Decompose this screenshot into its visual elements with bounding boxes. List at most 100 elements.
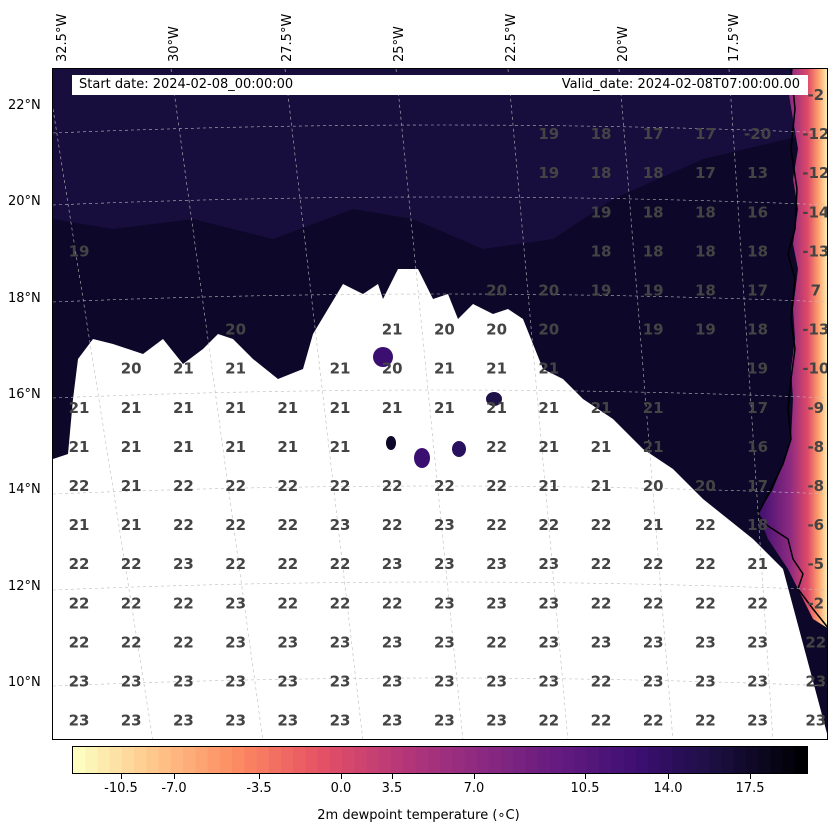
colorbar-segment — [623, 747, 637, 773]
grid-value: 22 — [486, 477, 507, 495]
grid-value: 22 — [69, 633, 90, 651]
grid-value: 13 — [747, 164, 768, 182]
grid-value: 22 — [591, 673, 612, 691]
colorbar-segment — [317, 747, 331, 773]
longitude-label: 25°W — [392, 26, 407, 62]
grid-value: 23 — [225, 594, 246, 612]
cloud-feature — [373, 347, 393, 367]
grid-value: 19 — [538, 125, 559, 143]
grid-value: 20 — [486, 282, 507, 300]
grid-value: 23 — [225, 673, 246, 691]
colorbar-tickmark — [750, 774, 751, 779]
colorbar-segment — [440, 747, 453, 773]
grid-value: 20 — [382, 360, 403, 378]
grid-value: 21 — [538, 438, 559, 456]
colorbar-segment — [378, 747, 392, 773]
longitude-label: 22.5°W — [504, 13, 519, 62]
colorbar-segment — [635, 747, 649, 773]
grid-value: 22 — [121, 633, 142, 651]
grid-value: 23 — [434, 555, 455, 573]
colorbar-tick-label: 7.0 — [463, 781, 485, 796]
colorbar-segment — [280, 747, 294, 773]
cloud-feature — [486, 392, 502, 406]
grid-value: 23 — [277, 712, 298, 730]
colorbar-segment — [770, 747, 784, 773]
grid-value: 22 — [277, 477, 298, 495]
cloud-feature — [209, 323, 221, 335]
graticule — [53, 69, 827, 739]
grid-value: 23 — [173, 712, 194, 730]
grid-value: 21 — [225, 399, 246, 417]
grid-value: -14 — [802, 203, 828, 221]
grid-value: 20 — [121, 360, 142, 378]
cloud-feature — [386, 436, 396, 450]
grid-value: 21 — [538, 360, 559, 378]
grid-value: 23 — [225, 712, 246, 730]
grid-value: 22 — [225, 477, 246, 495]
colorbar-segment — [232, 747, 245, 773]
latitude-label: 18°N — [8, 291, 41, 306]
grid-value: 23 — [643, 633, 664, 651]
grid-value: 17 — [695, 125, 716, 143]
colorbar-segment — [525, 747, 539, 773]
grid-value: 22 — [486, 516, 507, 534]
grid-value: 23 — [695, 633, 716, 651]
grid-value: 21 — [173, 399, 194, 417]
grid-value: -5 — [807, 555, 824, 573]
colorbar-segment — [391, 747, 404, 773]
grid-value: 23 — [382, 673, 403, 691]
colorbar-segment — [170, 747, 184, 773]
colorbar-segment — [73, 747, 86, 773]
grid-value: 22 — [747, 594, 768, 612]
grid-value: 19 — [643, 282, 664, 300]
grid-value: 21 — [330, 438, 351, 456]
grid-value: 21 — [643, 516, 664, 534]
grid-value: 21 — [591, 399, 612, 417]
colorbar-segment — [183, 747, 196, 773]
grid-value: 19 — [747, 360, 768, 378]
grid-value: 21 — [121, 438, 142, 456]
grid-value: 18 — [591, 164, 612, 182]
latitude-label: 12°N — [8, 579, 41, 594]
grid-value: 23 — [330, 673, 351, 691]
grid-value: -2 — [807, 594, 824, 612]
grid-value: 21 — [747, 555, 768, 573]
grid-value: 22 — [330, 555, 351, 573]
grid-value: 22 — [486, 438, 507, 456]
grid-value: 18 — [747, 516, 768, 534]
grid-value: 23 — [121, 712, 142, 730]
colorbar-segment — [464, 747, 478, 773]
colorbar-segment — [293, 747, 307, 773]
colorbar-segment — [550, 747, 563, 773]
grid-value: 23 — [486, 555, 507, 573]
colorbar-segment — [684, 747, 698, 773]
colorbar-tick-label: 3.5 — [381, 781, 403, 796]
colorbar-tickmark — [259, 774, 260, 779]
grid-value: 17 — [747, 477, 768, 495]
grid-value: 23 — [538, 633, 559, 651]
grid-value: 22 — [538, 712, 559, 730]
longitude-label: 17.5°W — [727, 13, 742, 62]
colorbar-segment — [794, 747, 807, 773]
grid-value: -13 — [802, 321, 828, 339]
grid-value: 23 — [538, 594, 559, 612]
grid-value: 20 — [225, 321, 246, 339]
colorbar-segment — [268, 747, 282, 773]
grid-value: 21 — [486, 360, 507, 378]
colorbar-segment — [427, 747, 441, 773]
colorbar-segment — [256, 747, 270, 773]
grid-value: 21 — [121, 399, 142, 417]
grid-value: 18 — [643, 242, 664, 260]
grid-value: 22 — [69, 594, 90, 612]
grid-value: 21 — [591, 438, 612, 456]
grid-value: 21 — [643, 399, 664, 417]
grid-value: 22 — [382, 594, 403, 612]
colorbar-segment — [758, 747, 771, 773]
grid-value: 23 — [805, 712, 826, 730]
grid-value: 23 — [382, 633, 403, 651]
grid-value: 22 — [591, 594, 612, 612]
valid-date-label: Valid_date: 2024-02-08T07:00:00.00 — [561, 77, 800, 92]
grid-value: 22 — [382, 477, 403, 495]
grid-value: 22 — [225, 516, 246, 534]
latitude-label: 16°N — [8, 387, 41, 402]
